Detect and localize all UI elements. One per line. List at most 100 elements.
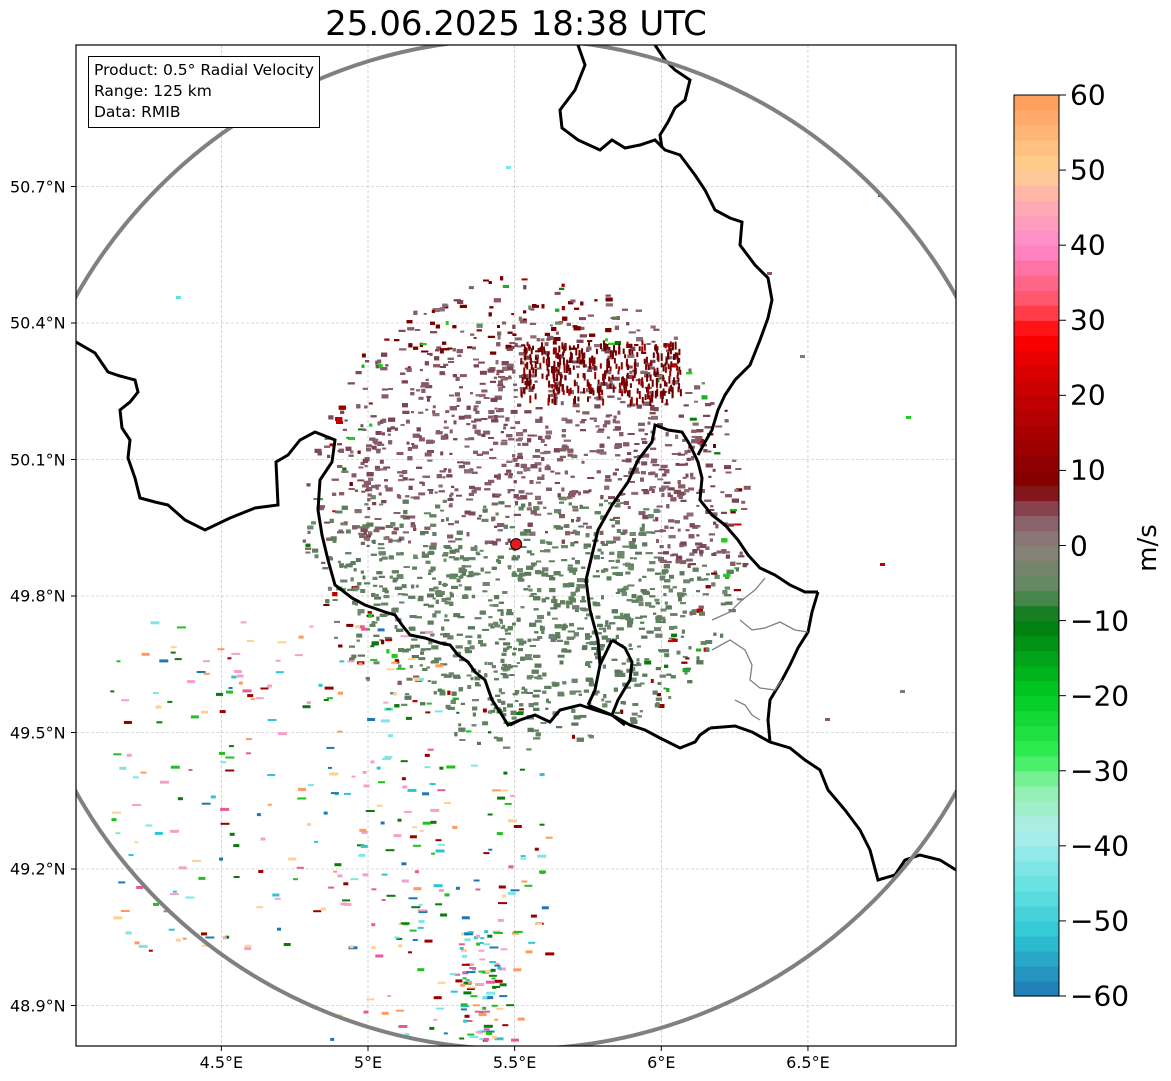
- colorbar-band: [1014, 605, 1059, 622]
- colorbar-band: [1014, 485, 1059, 502]
- colorbar-tick-label: 50: [1070, 153, 1106, 187]
- colorbar-band: [1014, 890, 1059, 907]
- lon-tick-label: 6°E: [647, 1053, 676, 1072]
- colorbar-band: [1014, 695, 1059, 712]
- colorbar-band: [1014, 740, 1059, 757]
- colorbar-band: [1014, 95, 1059, 111]
- map-frame: [75, 44, 957, 1047]
- colorbar-band: [1014, 335, 1059, 351]
- colorbar-band: [1014, 200, 1059, 216]
- colorbar-band: [1014, 515, 1059, 532]
- colorbar-tick-label: −40: [1070, 829, 1130, 863]
- colorbar-band: [1014, 500, 1059, 517]
- radar-echoes: [110, 166, 911, 1042]
- colorbar-band: [1014, 455, 1059, 472]
- lon-tick-label: 5.5°E: [492, 1053, 537, 1072]
- colorbar: [1013, 94, 1066, 997]
- colorbar-band: [1014, 575, 1059, 592]
- colorbar-band: [1014, 305, 1059, 321]
- country-border-luxembourg-germany: [509, 422, 818, 727]
- info-box: Product: 0.5° Radial Velocity Range: 125…: [88, 56, 320, 128]
- colorbar-band: [1014, 140, 1059, 156]
- lat-tick-label: 50.1°N: [10, 450, 66, 469]
- colorbar-band: [1014, 410, 1059, 426]
- colorbar-tick-label: 30: [1070, 303, 1106, 337]
- map-title: 25.06.2025 18:38 UTC: [325, 4, 707, 44]
- colorbar-band: [1014, 530, 1059, 547]
- colorbar-band: [1014, 635, 1059, 652]
- colorbar-tick-label: −20: [1070, 679, 1130, 713]
- info-data-source: Data: RMIB: [94, 103, 181, 121]
- country-border-netherlands-belgium-germany: [558, 45, 774, 456]
- lat-tick-label: 49.2°N: [10, 859, 66, 879]
- colorbar-tick-label: 0: [1070, 529, 1088, 562]
- colorbar-band: [1014, 185, 1059, 201]
- colorbar-band: [1014, 110, 1059, 126]
- colorbar-band: [1014, 710, 1059, 727]
- lat-tick-label: 48.9°N: [10, 996, 66, 1015]
- colorbar-band: [1014, 560, 1059, 577]
- colorbar-band: [1014, 830, 1059, 847]
- lat-tick-label: 50.4°N: [10, 313, 66, 333]
- colorbar-band: [1014, 725, 1059, 742]
- colorbar-band: [1014, 590, 1059, 607]
- country-border-belgium-france: [76, 340, 711, 750]
- colorbar-band: [1014, 905, 1059, 922]
- colorbar-band: [1014, 245, 1059, 261]
- map-tick-marks: [71, 186, 809, 1051]
- country-border-germany-saar: [766, 591, 820, 743]
- admin-border-saarland: [711, 577, 809, 721]
- info-range: Range: 125 km: [94, 82, 212, 100]
- colorbar-band: [1014, 260, 1059, 276]
- colorbar-band: [1014, 230, 1059, 246]
- colorbar-tick-label: −10: [1070, 604, 1130, 638]
- colorbar-band: [1014, 365, 1059, 381]
- colorbar-band: [1014, 440, 1059, 456]
- lat-tick-label: 50.7°N: [10, 177, 66, 196]
- country-border-luxembourg-france: [587, 638, 634, 727]
- colorbar-band: [1014, 125, 1059, 141]
- colorbar-band: [1014, 680, 1059, 697]
- colorbar-tick-label: 10: [1070, 453, 1106, 487]
- colorbar-band: [1014, 320, 1059, 336]
- colorbar-band: [1014, 770, 1059, 787]
- colorbar-band: [1014, 980, 1059, 997]
- lon-tick-label: 6.5°E: [786, 1053, 830, 1072]
- info-product: Product: 0.5° Radial Velocity: [94, 61, 314, 79]
- colorbar-tick-label: −60: [1070, 979, 1130, 1013]
- lat-tick-label: 49.8°N: [10, 586, 66, 606]
- colorbar-band: [1014, 785, 1059, 802]
- lon-tick-label: 5°E: [353, 1053, 383, 1072]
- lat-tick-label: 49.5°N: [10, 723, 66, 742]
- colorbar-band: [1014, 395, 1059, 411]
- colorbar-tick-label: 20: [1070, 378, 1106, 412]
- colorbar-band: [1014, 545, 1059, 562]
- colorbar-unit-label: m/s: [1133, 524, 1163, 572]
- colorbar-tick-label: −30: [1070, 754, 1130, 788]
- colorbar-band: [1014, 290, 1059, 306]
- colorbar-band: [1014, 860, 1059, 877]
- colorbar-band: [1014, 620, 1059, 637]
- colorbar-band: [1014, 845, 1059, 862]
- colorbar-band: [1014, 650, 1059, 667]
- colorbar-band: [1014, 875, 1059, 892]
- colorbar-band: [1014, 275, 1059, 291]
- colorbar-band: [1014, 425, 1059, 441]
- colorbar-band: [1014, 920, 1059, 937]
- colorbar-band: [1014, 950, 1059, 967]
- colorbar-tick-label: 40: [1070, 228, 1106, 262]
- colorbar-band: [1014, 155, 1059, 171]
- colorbar-band: [1014, 665, 1059, 682]
- colorbar-band: [1014, 755, 1059, 772]
- colorbar-band: [1014, 965, 1059, 982]
- lon-tick-label: 4.5°E: [199, 1053, 244, 1072]
- colorbar-band: [1014, 350, 1059, 366]
- country-border-germany-france: [709, 724, 956, 882]
- colorbar-band: [1014, 215, 1059, 231]
- colorbar-band: [1014, 380, 1059, 396]
- colorbar-tick-label: 60: [1070, 78, 1106, 112]
- colorbar-tick-label: −50: [1070, 904, 1130, 938]
- radar-site-marker: [510, 538, 523, 551]
- colorbar-band: [1014, 800, 1059, 817]
